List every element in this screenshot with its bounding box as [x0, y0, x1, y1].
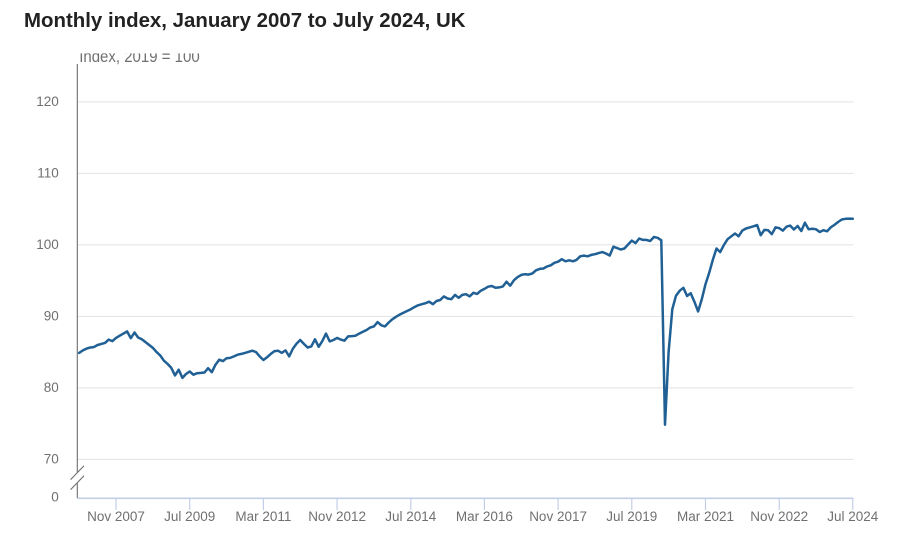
svg-text:Nov 2012: Nov 2012 — [308, 509, 366, 524]
svg-text:Mar 2011: Mar 2011 — [235, 509, 291, 524]
svg-text:120: 120 — [36, 94, 59, 109]
svg-text:100: 100 — [36, 237, 59, 252]
svg-text:Mar 2016: Mar 2016 — [456, 509, 513, 524]
svg-text:Jul 2009: Jul 2009 — [164, 509, 215, 524]
svg-text:Jul 2019: Jul 2019 — [606, 509, 657, 524]
svg-text:80: 80 — [44, 380, 59, 395]
svg-text:Nov 2007: Nov 2007 — [87, 509, 145, 524]
svg-text:Jul 2014: Jul 2014 — [385, 509, 437, 524]
svg-text:0: 0 — [51, 489, 59, 504]
svg-text:Mar 2021: Mar 2021 — [677, 509, 734, 524]
svg-text:Nov 2022: Nov 2022 — [750, 509, 808, 524]
svg-text:90: 90 — [44, 308, 59, 323]
svg-text:Monthly index, January 2007 to: Monthly index, January 2007 to July 2024… — [24, 10, 466, 32]
svg-text:110: 110 — [37, 165, 59, 180]
svg-text:Nov 2017: Nov 2017 — [529, 509, 587, 524]
svg-text:Jul 2024: Jul 2024 — [827, 509, 879, 524]
svg-text:70: 70 — [44, 451, 59, 466]
svg-text:Index, 2019 = 100: Index, 2019 = 100 — [79, 48, 200, 66]
